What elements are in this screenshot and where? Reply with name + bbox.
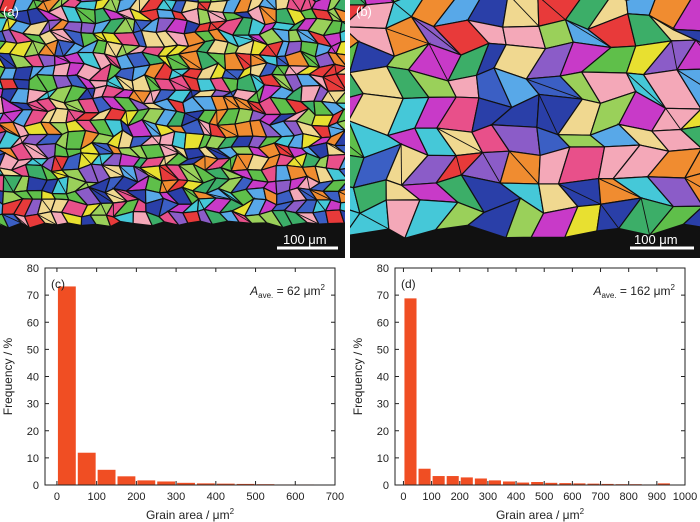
x-tick-label-c-4: 400 xyxy=(207,491,225,503)
grain-map-b-image xyxy=(350,0,700,258)
y-tick-label-c-4: 40 xyxy=(27,372,39,384)
y-tick-label-d-0: 0 xyxy=(383,480,389,492)
bar-d-1 xyxy=(418,468,431,485)
y-tick-label-c-8: 80 xyxy=(27,263,39,275)
y-tick-label-c-5: 50 xyxy=(27,344,39,356)
x-tick-label-c-1: 100 xyxy=(87,491,105,503)
bar-d-13 xyxy=(587,483,600,485)
x-tick-label-c-6: 600 xyxy=(286,491,304,503)
bar-c-4 xyxy=(137,480,156,485)
x-tick-label-d-7: 700 xyxy=(591,491,609,503)
y-tick-label-d-7: 70 xyxy=(377,290,389,302)
bar-d-0 xyxy=(404,298,417,485)
bar-c-0 xyxy=(57,286,76,485)
bar-d-9 xyxy=(531,482,544,485)
histogram-c: 0 10 20 30 40 50 60 70 80 0 100 200 300 400 500 600 700 (… xyxy=(0,258,350,522)
panel-label-c: (c) xyxy=(51,277,65,291)
bar-d-6 xyxy=(488,480,501,485)
bar-c-7 xyxy=(196,483,215,485)
y-tick-label-d-2: 20 xyxy=(377,426,389,438)
bar-d-2 xyxy=(432,476,445,485)
bar-c-8 xyxy=(216,483,235,485)
x-axis-label-c: Grain area / μm2 xyxy=(146,507,235,522)
y-tick-label-c-2: 20 xyxy=(27,426,39,438)
bar-d-8 xyxy=(517,482,530,485)
bar-d-14 xyxy=(601,483,614,485)
grain-cells xyxy=(350,0,700,240)
plot-frame-d xyxy=(394,267,686,486)
x-tick-label-d-10: 1000 xyxy=(673,491,697,503)
bar-c-5 xyxy=(157,481,176,485)
y-tick-label-d-1: 10 xyxy=(377,453,389,465)
x-tick-label-c-0: 0 xyxy=(54,491,60,503)
panel-label-b: (b) xyxy=(356,4,372,19)
bar-c-3 xyxy=(117,476,136,485)
plot-frame-c xyxy=(44,267,336,486)
x-tick-label-d-9: 900 xyxy=(648,491,666,503)
grain-cells xyxy=(0,0,345,230)
x-tick-label-d-1: 100 xyxy=(422,491,440,503)
grain-map-a-image xyxy=(0,0,345,258)
y-tick-label-c-6: 60 xyxy=(27,317,39,329)
scale-bar-label-b: 100 μm xyxy=(634,232,678,247)
average-area-annotation-d: Aave. = 162 μm2 xyxy=(592,283,675,300)
bar-d-4 xyxy=(460,477,473,485)
x-tick-label-d-4: 400 xyxy=(507,491,525,503)
x-tick-label-d-8: 800 xyxy=(620,491,638,503)
y-tick-label-c-7: 70 xyxy=(27,290,39,302)
x-tick-label-c-3: 300 xyxy=(167,491,185,503)
y-tick-label-d-3: 30 xyxy=(377,399,389,411)
bar-d-7 xyxy=(502,481,516,485)
scale-bar-label-a: 100 μm xyxy=(283,232,327,247)
bar-c-9 xyxy=(236,483,255,485)
y-axis-label-c: Frequency / % xyxy=(1,337,15,415)
bar-d-12 xyxy=(573,483,586,485)
bar-d-11 xyxy=(559,483,572,485)
histogram-c-plot: 0 10 20 30 40 50 60 70 80 0 100 200 300 400 500 600 700 (… xyxy=(1,263,344,522)
y-tick-label-d-6: 60 xyxy=(377,317,389,329)
grain-map-a: (a) 100 μm xyxy=(0,0,345,258)
y-tick-label-d-8: 80 xyxy=(377,263,389,275)
bar-d-10 xyxy=(545,482,558,485)
x-tick-label-d-2: 200 xyxy=(451,491,469,503)
y-tick-label-c-0: 0 xyxy=(33,480,39,492)
x-tick-label-d-5: 500 xyxy=(535,491,553,503)
y-tick-label-d-5: 50 xyxy=(377,344,389,356)
bar-d-18 xyxy=(657,483,670,485)
y-tick-label-c-1: 10 xyxy=(27,453,39,465)
panel-label-a: (a) xyxy=(3,4,19,19)
x-axis-label-d: Grain area / μm2 xyxy=(496,507,585,522)
bar-c-2 xyxy=(97,469,116,485)
x-tick-label-d-3: 300 xyxy=(479,491,497,503)
bar-c-6 xyxy=(177,482,195,485)
panel-label-d: (d) xyxy=(401,277,416,291)
x-tick-label-c-7: 700 xyxy=(326,491,344,503)
x-tick-label-d-6: 600 xyxy=(563,491,581,503)
bar-d-3 xyxy=(446,476,459,485)
x-tick-label-c-2: 200 xyxy=(127,491,145,503)
average-area-annotation-c: Aave. = 62 μm2 xyxy=(249,283,325,300)
x-tick-label-d-0: 0 xyxy=(400,491,406,503)
y-tick-label-c-3: 30 xyxy=(27,399,39,411)
histogram-d: 0 10 20 30 40 50 60 70 80 0 100 200 300 400 500 600 700 8… xyxy=(350,258,700,522)
bar-c-1 xyxy=(77,452,96,485)
y-axis-label-d: Frequency / % xyxy=(351,337,365,415)
bar-d-5 xyxy=(474,478,487,485)
x-tick-label-c-5: 500 xyxy=(246,491,264,503)
grain-map-b: (b) 100 μm xyxy=(350,0,700,258)
y-tick-label-d-4: 40 xyxy=(377,372,389,384)
